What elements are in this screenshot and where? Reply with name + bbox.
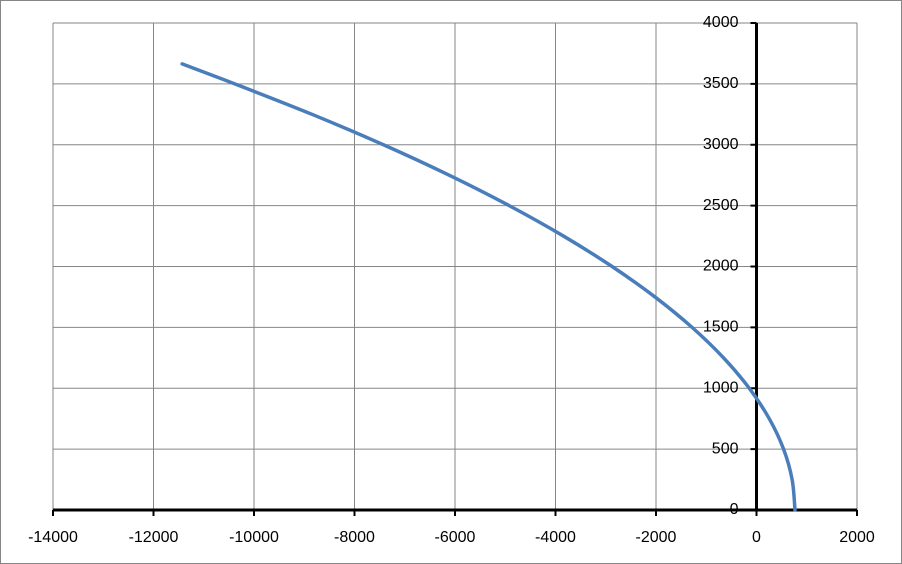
y-tick-label: 0 (730, 501, 739, 518)
x-tick-label: -8000 (334, 529, 375, 546)
x-tick-label: 2000 (839, 529, 875, 546)
y-tick-label: 1000 (703, 379, 739, 396)
y-tick-label: 500 (712, 440, 739, 457)
x-tick-label: -6000 (435, 529, 476, 546)
y-tick-label: 3500 (703, 75, 739, 92)
x-tick-label: -12000 (129, 529, 179, 546)
y-tick-label: 1500 (703, 319, 739, 336)
y-tick-label: 2500 (703, 197, 739, 214)
y-tick-label: 3000 (703, 136, 739, 153)
x-tick-label: -10000 (229, 529, 279, 546)
y-tick-label: 4000 (703, 14, 739, 31)
data-line (180, 62, 797, 512)
x-tick-label: -14000 (28, 529, 78, 546)
x-tick-label: -4000 (535, 529, 576, 546)
y-tick-label: 2000 (703, 258, 739, 275)
x-tick-label: -2000 (636, 529, 677, 546)
x-tick-label: 0 (752, 529, 761, 546)
